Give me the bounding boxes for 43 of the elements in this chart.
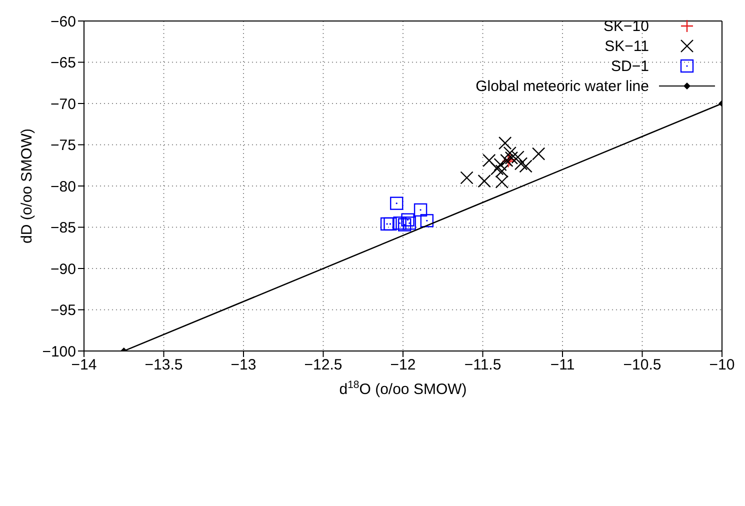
x-tick-label: −10.5 xyxy=(623,356,662,374)
y-tick-label: −60 xyxy=(50,13,76,30)
x-tick-label: −13.5 xyxy=(144,356,183,374)
point xyxy=(384,217,397,231)
point xyxy=(494,158,507,172)
point xyxy=(460,171,474,184)
point xyxy=(511,150,524,164)
x-tick-label: −10 xyxy=(709,356,735,374)
y-tick-label: −65 xyxy=(50,54,76,72)
y-axis-title: dD (o/oo SMOW) xyxy=(18,128,36,244)
point xyxy=(390,196,404,210)
x-tick-label: −11 xyxy=(550,356,575,374)
point xyxy=(532,147,546,160)
point xyxy=(402,216,416,230)
point xyxy=(401,213,414,226)
x-tick-label: −12 xyxy=(390,356,416,374)
y-tick-label: −70 xyxy=(50,96,76,113)
point xyxy=(514,157,528,170)
y-tick-label: −75 xyxy=(50,137,76,154)
y-tick-label: −95 xyxy=(50,302,76,320)
point xyxy=(482,154,496,168)
x-axis-title: d$^{18}$O (o/oo SMOW) xyxy=(339,379,467,398)
legend-label: SD−1 xyxy=(611,58,649,74)
x-tick-label: −12.5 xyxy=(304,356,342,374)
point xyxy=(414,203,428,217)
point xyxy=(490,162,504,176)
x-tick-label: −13 xyxy=(230,356,256,374)
point xyxy=(393,216,406,230)
legend-label: SK−11 xyxy=(604,38,649,54)
point xyxy=(519,160,532,173)
point xyxy=(420,214,434,228)
point xyxy=(495,164,508,178)
y-tick-label: −80 xyxy=(50,178,76,196)
legend-label: Global meteoric water line xyxy=(476,78,649,94)
x-tick-label: −11.5 xyxy=(464,356,502,374)
y-tick-label: −85 xyxy=(50,220,76,237)
point xyxy=(503,146,516,160)
y-tick-label: −90 xyxy=(50,260,76,278)
point xyxy=(495,175,508,188)
point xyxy=(380,217,394,231)
point xyxy=(478,174,491,188)
point xyxy=(498,136,512,150)
point xyxy=(398,218,412,232)
